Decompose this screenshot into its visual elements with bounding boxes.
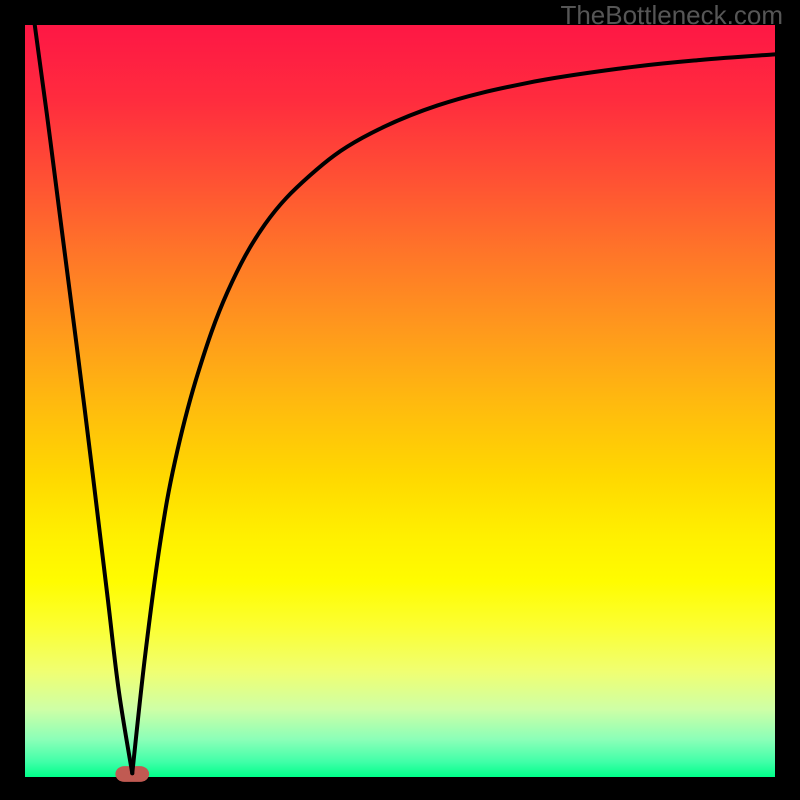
watermark-text: TheBottleneck.com: [560, 0, 783, 31]
chart-svg: [0, 0, 800, 800]
chart-container: TheBottleneck.com: [0, 0, 800, 800]
plot-background: [25, 25, 775, 777]
